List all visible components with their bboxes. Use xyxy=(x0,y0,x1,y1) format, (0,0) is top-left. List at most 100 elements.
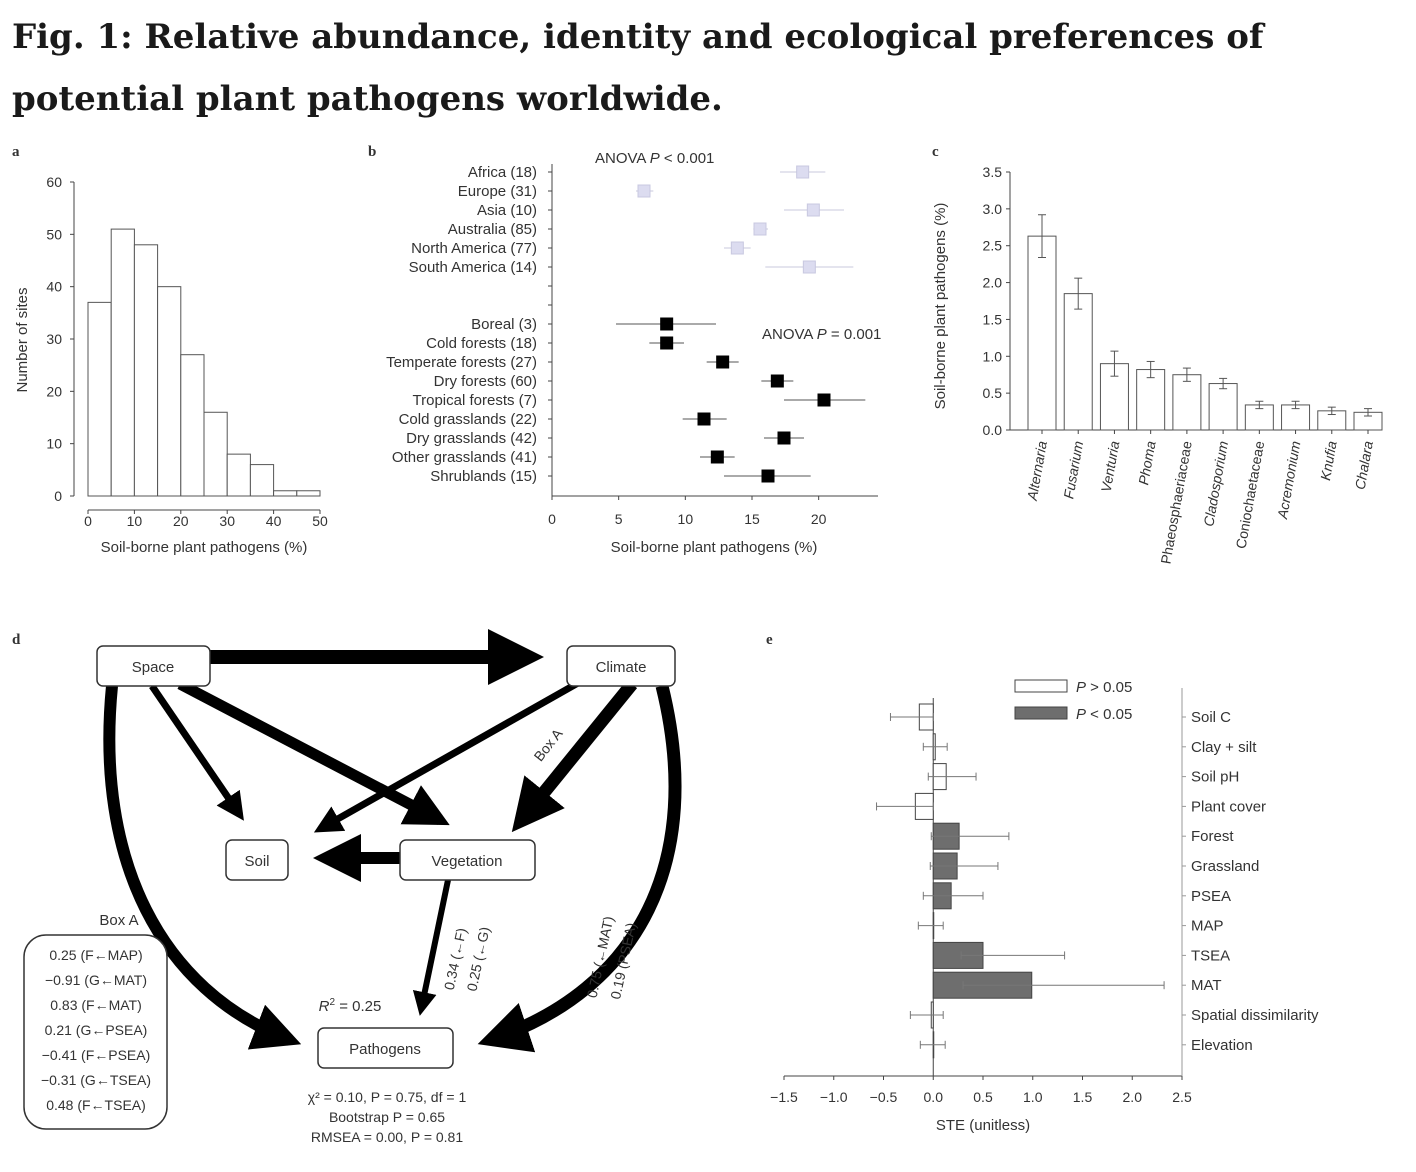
c-bar xyxy=(1136,369,1166,431)
b-point xyxy=(710,450,724,464)
e-category-label: Soil pH xyxy=(1191,769,1239,786)
panel-label-b: b xyxy=(368,144,376,160)
c-category-label: Fusarium xyxy=(1060,439,1086,500)
figure-title: Fig. 1: Relative abundance, identity and… xyxy=(12,17,1264,119)
c-category-label: Venturia xyxy=(1098,440,1123,494)
node-space-label: Space xyxy=(132,659,175,676)
e-legend-label: P > 0.05 xyxy=(1076,679,1132,696)
c-y-tick-label: 1.0 xyxy=(983,348,1003,364)
box-a-item: −0.31 (G←TSEA) xyxy=(41,1072,151,1088)
a-x-axis-label: Soil-borne plant pathogens (%) xyxy=(101,539,308,556)
e-category-label: Elevation xyxy=(1191,1037,1253,1054)
a-y-tick-label: 20 xyxy=(46,383,62,399)
c-category-label: Phaeosphaeriaceae xyxy=(1157,440,1194,566)
c-bar xyxy=(1208,383,1238,431)
e-category-label: Spatial dissimilarity xyxy=(1191,1007,1319,1024)
edge-label-box-a: Box A xyxy=(530,725,566,764)
b-category-label: Dry forests (60) xyxy=(434,373,537,390)
box-a-item: −0.41 (F←PSEA) xyxy=(42,1047,151,1063)
e-x-tick-label: −0.5 xyxy=(870,1089,898,1105)
b-x-axis-label: Soil-borne plant pathogens (%) xyxy=(611,539,818,556)
arrow-climate-soil xyxy=(313,679,580,833)
e-category-label: PSEA xyxy=(1191,888,1231,905)
e-legend-p: P xyxy=(1076,679,1086,696)
b-x-tick-label: 0 xyxy=(548,511,556,527)
panel-c-bar-chart: 0.0 0.5 1.0 1.5 2.0 2.5 3.0 3.5 Alternaria Fusari… xyxy=(932,164,1383,566)
node-space-box xyxy=(96,645,211,687)
b-x-tick-label: 15 xyxy=(744,511,760,527)
b-category-label: Temperate forests (27) xyxy=(386,354,537,371)
panel-e-bar-chart: −1.5 −1.0 −0.5 0.0 0.5 1.0 1.5 2.0 2.5 Soil C Clay… xyxy=(770,679,1319,1134)
c-bar xyxy=(1063,293,1093,431)
e-category-label: Clay + silt xyxy=(1191,739,1257,756)
b-point xyxy=(777,431,791,445)
c-category-label: Coniochaetaceae xyxy=(1233,440,1268,550)
box-a-title: Box A xyxy=(99,912,138,929)
c-category-label: Phoma xyxy=(1135,440,1158,487)
b-point xyxy=(716,355,730,369)
b-category-label: North America (77) xyxy=(411,240,537,257)
a-bar xyxy=(249,464,275,497)
a-x-tick-label: 40 xyxy=(266,513,282,529)
c-y-tick-label: 0.5 xyxy=(983,385,1003,401)
e-category-label: TSEA xyxy=(1191,947,1230,964)
a-y-tick-label: 50 xyxy=(46,226,62,242)
b-category-label: Boreal (3) xyxy=(471,316,537,333)
b-point xyxy=(730,241,744,255)
b-point xyxy=(637,184,651,198)
b-category-label: Asia (10) xyxy=(477,202,537,219)
b-category-label: Shrublands (15) xyxy=(430,468,537,485)
stats-line-1: χ² = 0.10, P = 0.75, df = 1 xyxy=(308,1089,467,1105)
c-y-tick-label: 3.5 xyxy=(983,164,1003,180)
node-vegetation-label: Vegetation xyxy=(432,853,503,870)
e-x-tick-label: −1.5 xyxy=(770,1089,798,1105)
box-a-item: 0.48 (F←TSEA) xyxy=(46,1097,146,1113)
b-category-label: Tropical forests (7) xyxy=(413,392,537,409)
box-a-item: 0.25 (F←MAP) xyxy=(49,947,142,963)
b-category-label: South America (14) xyxy=(409,259,537,276)
panel-b-dotplot: 0 5 10 15 20 Africa (18) Europe (31) Asia (10) A… xyxy=(386,150,881,556)
arrow-space-vegetation xyxy=(177,679,450,826)
b-anova-biomes-value: = 0.001 xyxy=(827,326,882,343)
b-point xyxy=(753,222,767,236)
c-category-label: Chalara xyxy=(1352,440,1376,491)
c-category-label: Alternaria xyxy=(1024,440,1050,503)
b-anova-continents-value: < 0.001 xyxy=(660,150,715,167)
b-category-label: Europe (31) xyxy=(458,183,537,200)
r2-superscript: 2 xyxy=(329,997,335,1008)
c-y-tick-label: 3.0 xyxy=(983,201,1003,217)
e-legend-swatch xyxy=(1014,706,1068,720)
b-category-label: Cold grasslands (22) xyxy=(399,411,537,428)
b-anova-continents-prefix: ANOVA xyxy=(595,150,650,167)
b-x-tick-label: 10 xyxy=(678,511,694,527)
b-point xyxy=(697,412,711,426)
r2-value: = 0.25 xyxy=(335,998,381,1015)
b-category-label: Dry grasslands (42) xyxy=(406,430,537,447)
a-bar xyxy=(203,411,228,497)
b-category-label: Australia (85) xyxy=(448,221,537,238)
a-bar xyxy=(296,490,321,497)
a-bar xyxy=(133,244,159,497)
stats-line-2: Bootstrap P = 0.65 xyxy=(329,1109,445,1125)
a-y-tick-label: 0 xyxy=(54,488,62,504)
c-bar xyxy=(1027,235,1057,431)
e-x-tick-label: 1.0 xyxy=(1023,1089,1043,1105)
c-category-label: Knufia xyxy=(1317,440,1340,482)
b-anova-biomes-p: P xyxy=(817,326,827,343)
b-category-label: Other grasslands (41) xyxy=(392,449,537,466)
panel-label-c: c xyxy=(932,144,939,160)
node-soil-box xyxy=(225,839,289,881)
stats-line-3: RMSEA = 0.00, P = 0.81 xyxy=(311,1129,463,1145)
e-x-tick-label: 2.0 xyxy=(1123,1089,1143,1105)
b-point xyxy=(817,393,831,407)
box-a-items: 0.25 (F←MAP) −0.91 (G←MAT) 0.83 (F←MAT) 0.2… xyxy=(41,947,151,1113)
box-a-item: −0.91 (G←MAT) xyxy=(45,972,147,988)
arrow-climate-vegetation xyxy=(511,679,638,833)
b-point xyxy=(660,336,674,350)
a-y-tick-label: 10 xyxy=(46,436,62,452)
c-bar xyxy=(1172,374,1202,431)
a-x-tick-label: 50 xyxy=(312,513,328,529)
panel-label-e: e xyxy=(766,632,773,648)
c-y-axis-label: Soil-borne plant pathogens (%) xyxy=(932,203,949,410)
